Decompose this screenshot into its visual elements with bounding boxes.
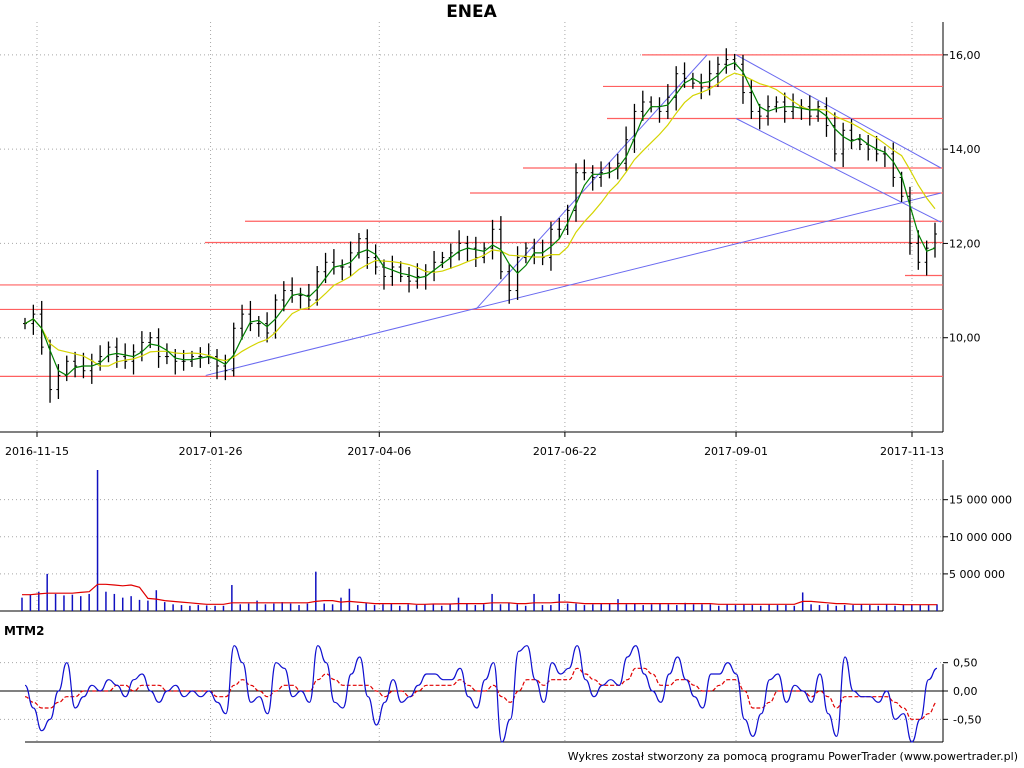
volume-y-tick-label: 5 000 000 xyxy=(949,568,1005,581)
mtm-line xyxy=(24,645,938,743)
moving-average-fast-line xyxy=(24,61,936,377)
mtm-panel-label: MTM2 xyxy=(4,624,45,638)
trendline xyxy=(735,54,942,169)
trendline xyxy=(205,192,942,376)
price-x-tick-label: 2017-04-06 xyxy=(347,445,411,458)
moving-average-slow-line xyxy=(24,72,936,367)
price-x-tick-label: 2017-06-22 xyxy=(533,445,597,458)
price-y-tick-label: 12,00 xyxy=(949,237,981,250)
price-y-tick-label: 16,00 xyxy=(949,49,981,62)
price-x-tick-label: 2016-11-15 xyxy=(5,445,69,458)
mtm-y-tick-label: -0,50 xyxy=(953,713,981,726)
credit-text: Wykres został stworzony za pomocą progra… xyxy=(567,750,1018,763)
trendline xyxy=(735,118,942,223)
price-x-tick-label: 2017-09-01 xyxy=(704,445,768,458)
price-y-tick-label: 14,00 xyxy=(949,143,981,156)
chart-title: ENEA xyxy=(446,2,497,22)
mtm-y-tick-label: 0,00 xyxy=(953,685,978,698)
price-x-tick-label: 2017-11-13 xyxy=(880,445,944,458)
price-x-tick-label: 2017-01-26 xyxy=(179,445,243,458)
price-y-tick-label: 10,00 xyxy=(949,332,981,345)
volume-average-line xyxy=(22,583,937,606)
volume-y-tick-label: 10 000 000 xyxy=(949,531,1012,544)
volume-y-tick-label: 15 000 000 xyxy=(949,494,1012,507)
mtm-y-tick-label: 0,50 xyxy=(953,657,978,670)
trendline xyxy=(475,54,708,310)
